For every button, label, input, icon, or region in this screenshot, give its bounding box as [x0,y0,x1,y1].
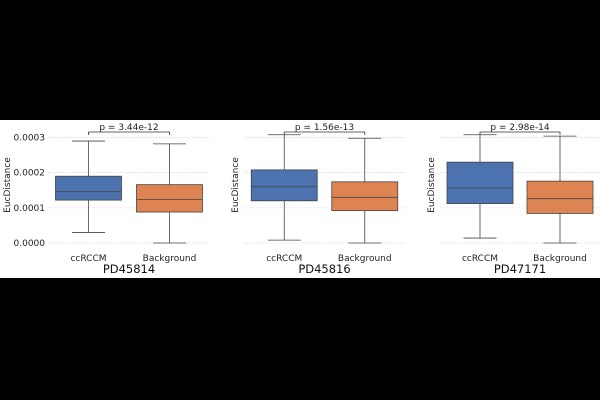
y-tick-label: 0.0003 [14,134,46,144]
boxplot-canvas: 0.0000 0.0001 0.0002 0.0003 EucDistance ccRCC… [3,123,600,276]
x-tick-label: ccRCCM [70,254,106,264]
x-tick-label: Background [143,254,197,264]
box-background [331,137,399,244]
iqr-box [136,184,203,213]
iqr-box [526,180,594,214]
panel-3: EucDistance ccRCCM Background p = 2.98e-14 P… [427,123,600,276]
panel-1: 0.0000 0.0001 0.0002 0.0003 EucDistance ccRCC… [3,123,210,276]
p-value-label: p = 1.56e-13 [295,123,354,133]
significance-bracket [88,131,170,135]
y-axis-label: EucDistance [231,157,241,213]
box-background [526,135,594,244]
y-tick-label: 0.0002 [14,169,46,179]
iqr-box [446,161,514,205]
x-tick-label: Background [338,254,392,264]
x-tick-label: ccRCCM [266,254,302,264]
box-background [136,143,203,244]
boxplot-figure: 0.0000 0.0001 0.0002 0.0003 EucDistance ccRCC… [0,120,600,278]
iqr-box [331,181,399,212]
panel-title: PD45816 [298,262,350,276]
y-axis-label: EucDistance [3,157,13,213]
significance-bracket [283,131,366,135]
significance-bracket [479,131,561,135]
x-tick-label: ccRCCM [462,254,498,264]
p-value-label: p = 2.98e-14 [490,123,550,133]
y-tick-label: 0.0000 [14,239,46,249]
panel-title: PD45814 [103,262,155,276]
x-tick-label: Background [533,254,587,264]
y-tick-label: 0.0001 [14,204,46,214]
box-ccrccm [55,140,122,233]
y-axis-label: EucDistance [427,157,437,213]
box-ccrccm [250,134,318,241]
box-ccrccm [446,134,514,239]
panel-2: EucDistance ccRCCM Background p = 1.56e-13 P… [231,123,405,276]
panel-title: PD47171 [494,262,546,276]
iqr-box [250,169,318,202]
p-value-label: p = 3.44e-12 [99,123,158,133]
iqr-box [55,175,122,201]
y-tick-labels: 0.0000 0.0001 0.0002 0.0003 [14,134,46,249]
